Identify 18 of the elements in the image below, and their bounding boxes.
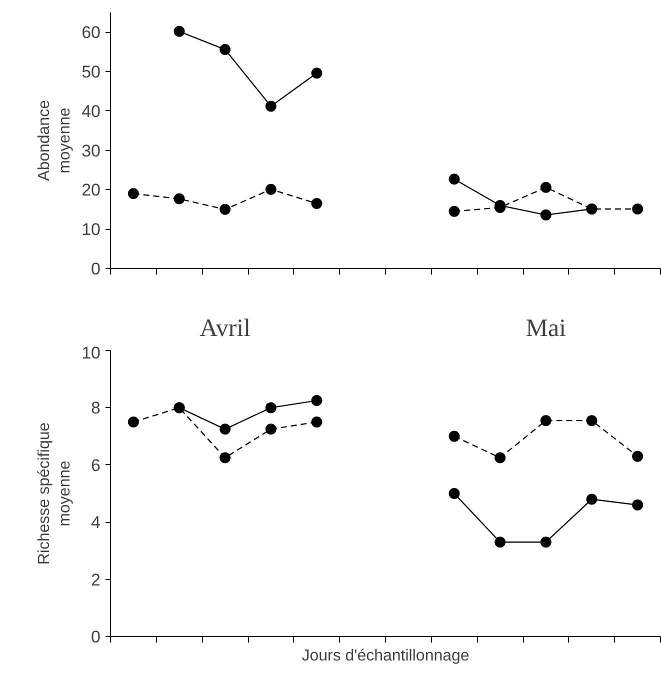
y-tick-label: 2 (91, 570, 101, 590)
y-tick-label: 20 (82, 180, 101, 200)
text: Mai (526, 314, 566, 342)
y-tick-label: 8 (91, 398, 101, 418)
y-tick-label: 0 (91, 260, 101, 278)
y-tick-label: 10 (82, 344, 101, 362)
y-tick-label: 6 (91, 456, 101, 475)
y-axis-title: Abondance moyenne (36, 100, 74, 181)
y-tick-label: 40 (82, 102, 101, 121)
y-tick-label: 50 (82, 62, 101, 82)
y-tick-label: 4 (91, 513, 101, 532)
x-axis-title: Jours d'échantillonnage (302, 648, 470, 664)
y-tick-label: 60 (82, 23, 101, 42)
y-tick-label: 0 (91, 628, 101, 646)
y-axis-title: Richesse spécifique moyenne (36, 422, 74, 565)
y-tick-label: 10 (82, 220, 101, 240)
y-tick-label: 30 (82, 141, 101, 160)
text: Avril (200, 314, 251, 342)
